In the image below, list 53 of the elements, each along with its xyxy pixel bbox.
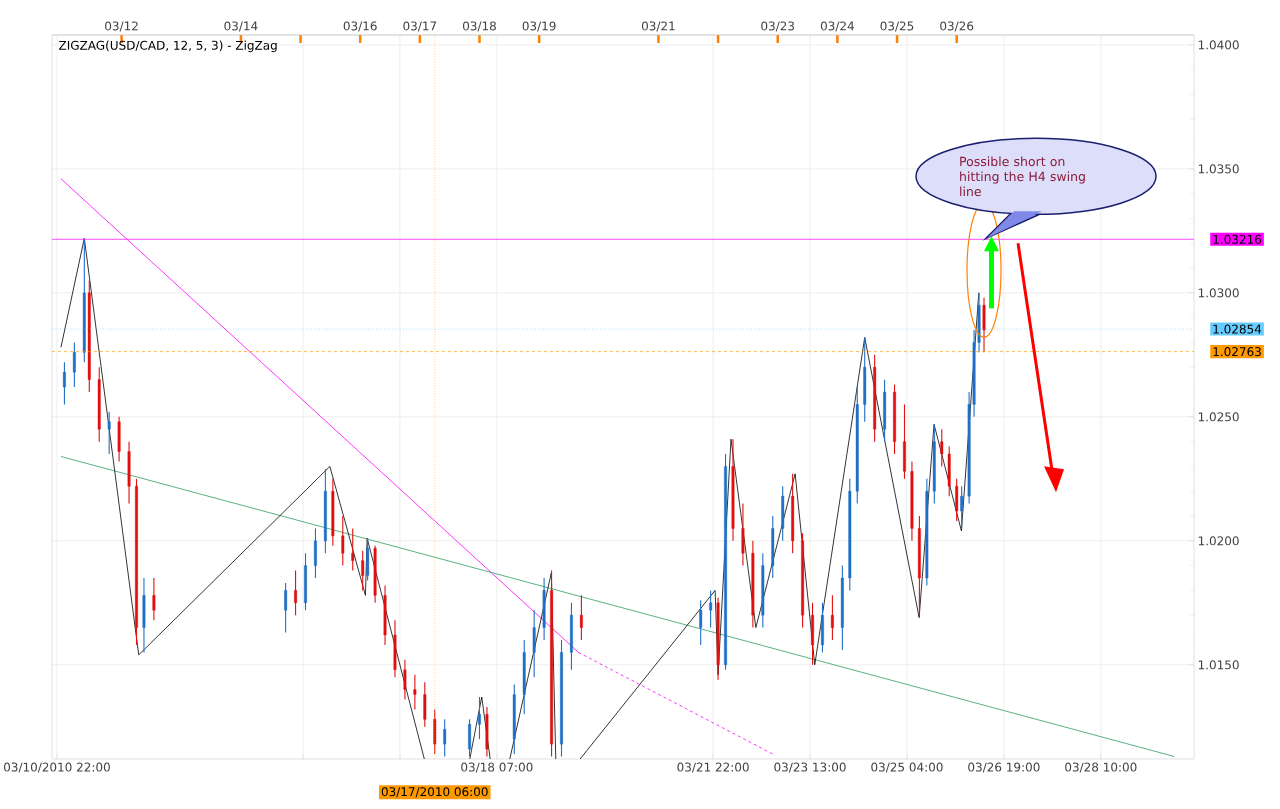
candlestick	[830, 594, 834, 641]
ref-line-label: 1.03216	[1213, 234, 1262, 244]
y-tick-label: 1.0350	[1198, 164, 1239, 174]
ref-line-label: 03/17/2010 06:00	[381, 787, 488, 798]
x2-tick-label: 03/21	[641, 21, 675, 32]
x2-tick-label: 03/23	[761, 21, 795, 32]
candlestick	[699, 599, 703, 646]
candlestick	[107, 411, 111, 455]
candlestick	[403, 659, 407, 701]
x2-tick-label: 03/26	[940, 21, 974, 32]
candlestick	[560, 639, 563, 758]
candlestick	[960, 485, 964, 529]
candlestick	[351, 527, 355, 572]
candlestick	[940, 428, 944, 467]
x-tick-label: 03/23 13:00	[774, 762, 846, 773]
candlestick	[413, 674, 417, 710]
y-tick-label: 1.0300	[1198, 288, 1239, 298]
y-tick-label: 1.0400	[1198, 40, 1239, 50]
y-tick-label: 1.0250	[1198, 412, 1239, 422]
x2-tick-label: 03/14	[224, 21, 258, 32]
x-tick-label: 03/10/2010 22:00	[3, 762, 110, 773]
x2-tick-label: 03/17	[403, 21, 437, 32]
candlestick	[341, 515, 345, 567]
x2-tick-label: 03/25	[880, 21, 914, 32]
y-tick-label: 1.0200	[1198, 536, 1239, 546]
candlestick	[903, 403, 906, 480]
candlestick	[284, 582, 288, 634]
ref-line-label: 1.02854	[1213, 324, 1262, 334]
x-tick-label: 03/18 07:00	[461, 762, 533, 773]
candlestick	[478, 696, 481, 740]
x-tick-label: 03/25 04:00	[871, 762, 943, 773]
candlestick	[709, 589, 713, 629]
candlestick	[361, 550, 365, 591]
x-tick-label: 03/28 10:00	[1065, 762, 1137, 773]
candlestick	[152, 577, 156, 621]
chart-title: ZIGZAG(USD/CAD, 12, 5, 3) - ZigZag	[59, 40, 277, 53]
x2-tick-label: 03/16	[343, 21, 377, 32]
candlestick	[62, 361, 66, 405]
x-tick-label: 03/26 19:00	[968, 762, 1040, 773]
candlestick	[135, 478, 138, 646]
y-tick-label: 1.0150	[1198, 660, 1239, 670]
candlestick	[304, 552, 307, 611]
candlestick	[72, 341, 76, 388]
ref-line-label: 1.02763	[1213, 347, 1261, 357]
annotation: Possible short on hitting the H4 swing line	[960, 156, 1085, 197]
candlestick	[443, 718, 447, 758]
x2-tick-label: 03/18	[462, 21, 496, 32]
candlestick	[579, 594, 583, 641]
x2-tick-label: 03/24	[820, 21, 854, 32]
x2-tick-label: 03/12	[105, 21, 138, 32]
candlestick	[294, 570, 298, 616]
x-tick-label: 03/21 22:00	[677, 762, 749, 773]
x2-tick-label: 03/19	[522, 21, 556, 32]
